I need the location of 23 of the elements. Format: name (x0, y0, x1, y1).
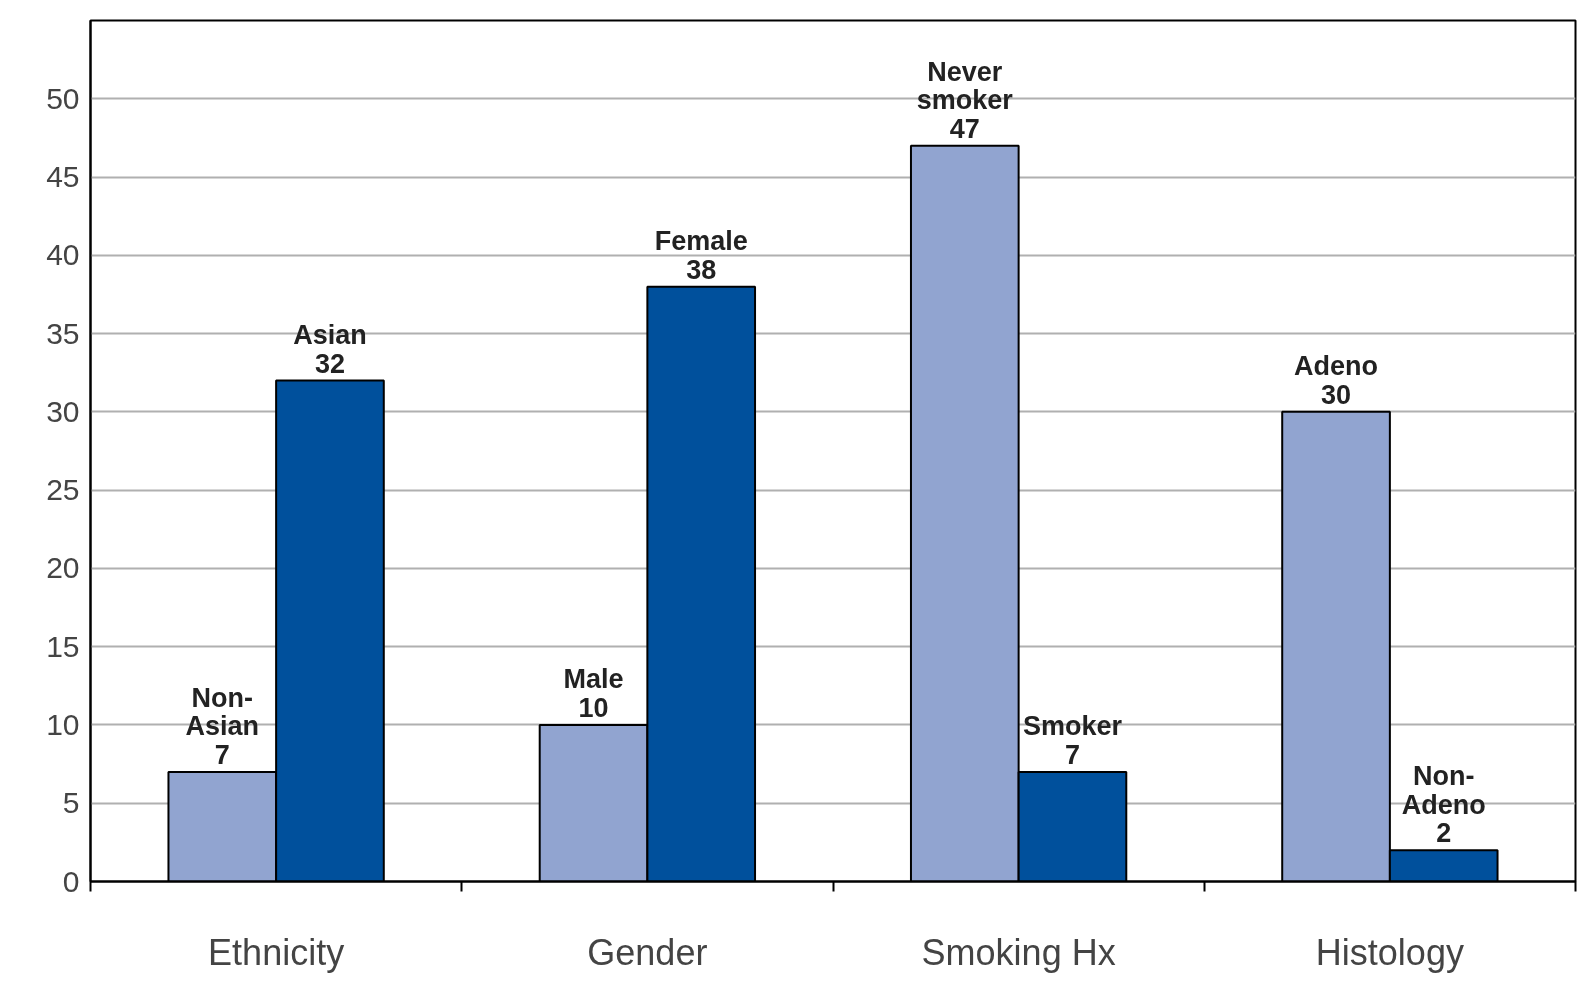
y-tick-label: 10 (46, 707, 80, 741)
data-label: Male 10 (563, 664, 624, 723)
data-label: Smoker 7 (1022, 711, 1123, 770)
x-tick-label: Ethnicity (208, 931, 345, 973)
data-label: Non- Asian 7 (185, 682, 260, 770)
y-tick-label: 15 (46, 629, 80, 663)
y-tick-label: 35 (46, 316, 80, 350)
x-tick-label: Smoking Hx (921, 931, 1116, 973)
data-label: Asian 32 (293, 320, 367, 379)
y-tick-label: 20 (46, 551, 80, 585)
y-tick-label: 25 (46, 473, 80, 507)
y-tick-label: 50 (46, 81, 80, 115)
x-tick-label: Gender (587, 931, 708, 973)
data-label: Female 38 (654, 226, 748, 285)
y-tick-label: 0 (62, 864, 80, 898)
y-tick-label: 30 (46, 394, 80, 428)
data-label: Adeno 30 (1294, 351, 1379, 410)
data-label: Never smoker 47 (916, 56, 1014, 144)
x-tick-label: Histology (1315, 931, 1464, 973)
y-tick-label: 45 (46, 160, 80, 194)
data-label: Non- Adeno 2 (1401, 761, 1486, 849)
y-tick-label: 5 (62, 786, 80, 820)
y-tick-label: 40 (46, 238, 80, 272)
